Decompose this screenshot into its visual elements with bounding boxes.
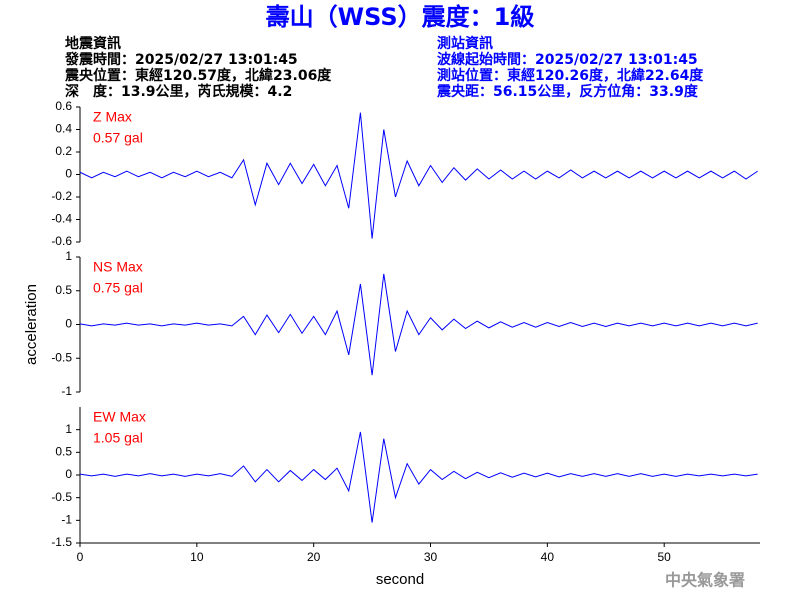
y-tick-label: -1.5 — [51, 535, 72, 549]
y-tick-label: -0.2 — [51, 189, 72, 203]
y-tick-label: 0.5 — [55, 445, 72, 459]
footer: 中央氣象署 — [665, 571, 745, 590]
y-tick-label: 0 — [65, 167, 72, 181]
x-tick-label: 0 — [77, 550, 84, 564]
x-tick-label: 40 — [541, 550, 555, 564]
y-axis-label: acceleration — [23, 284, 40, 365]
chart-title: 壽山（WSS）震度：1級 — [266, 3, 535, 31]
x-tick-label: 50 — [658, 550, 672, 564]
y-tick-label: 0.5 — [55, 283, 72, 297]
component-label: Z Max — [93, 109, 132, 125]
waveform — [79, 273, 758, 376]
y-tick-label: 0 — [65, 467, 72, 481]
component-label: EW Max — [93, 409, 146, 425]
y-tick-label: 0.2 — [55, 144, 72, 158]
y-tick-label: 1 — [65, 422, 72, 436]
max-label: 0.57 gal — [93, 130, 143, 146]
y-tick-label: -0.4 — [51, 212, 72, 226]
y-tick-label: -0.5 — [51, 350, 72, 364]
x-tick-label: 20 — [307, 550, 321, 564]
y-tick-label: 0.6 — [55, 99, 72, 113]
info-left: 震央位置：東經120.57度，北緯23.06度 — [64, 67, 332, 84]
x-tick-label: 10 — [190, 550, 204, 564]
x-tick-label: 30 — [424, 550, 438, 564]
y-tick-label: 1 — [65, 249, 72, 263]
y-tick-label: -0.6 — [51, 234, 72, 248]
waveform — [79, 431, 758, 523]
max-label: 0.75 gal — [93, 280, 143, 296]
info-left: 深 度：13.9公里，芮氏規模：4.2 — [65, 83, 292, 100]
waveform — [79, 112, 758, 239]
x-axis-label: second — [376, 571, 424, 588]
info-right: 測站資訊 — [437, 35, 493, 52]
y-tick-label: 0 — [65, 317, 72, 331]
y-tick-label: -0.5 — [51, 490, 72, 504]
info-right: 波線起始時間：2025/02/27 13:01:45 — [437, 51, 698, 68]
info-left: 發震時間：2025/02/27 13:01:45 — [64, 51, 298, 68]
info-left: 地震資訊 — [65, 35, 121, 52]
y-tick-label: -1 — [61, 513, 72, 527]
component-label: NS Max — [93, 259, 143, 275]
info-right: 震央距：56.15公里，反方位角：33.9度 — [436, 83, 699, 100]
y-tick-label: 0.4 — [55, 122, 72, 136]
max-label: 1.05 gal — [93, 430, 143, 446]
info-right: 測站位置：東經120.26度，北緯22.64度 — [437, 67, 704, 84]
y-tick-label: -1 — [61, 384, 72, 398]
